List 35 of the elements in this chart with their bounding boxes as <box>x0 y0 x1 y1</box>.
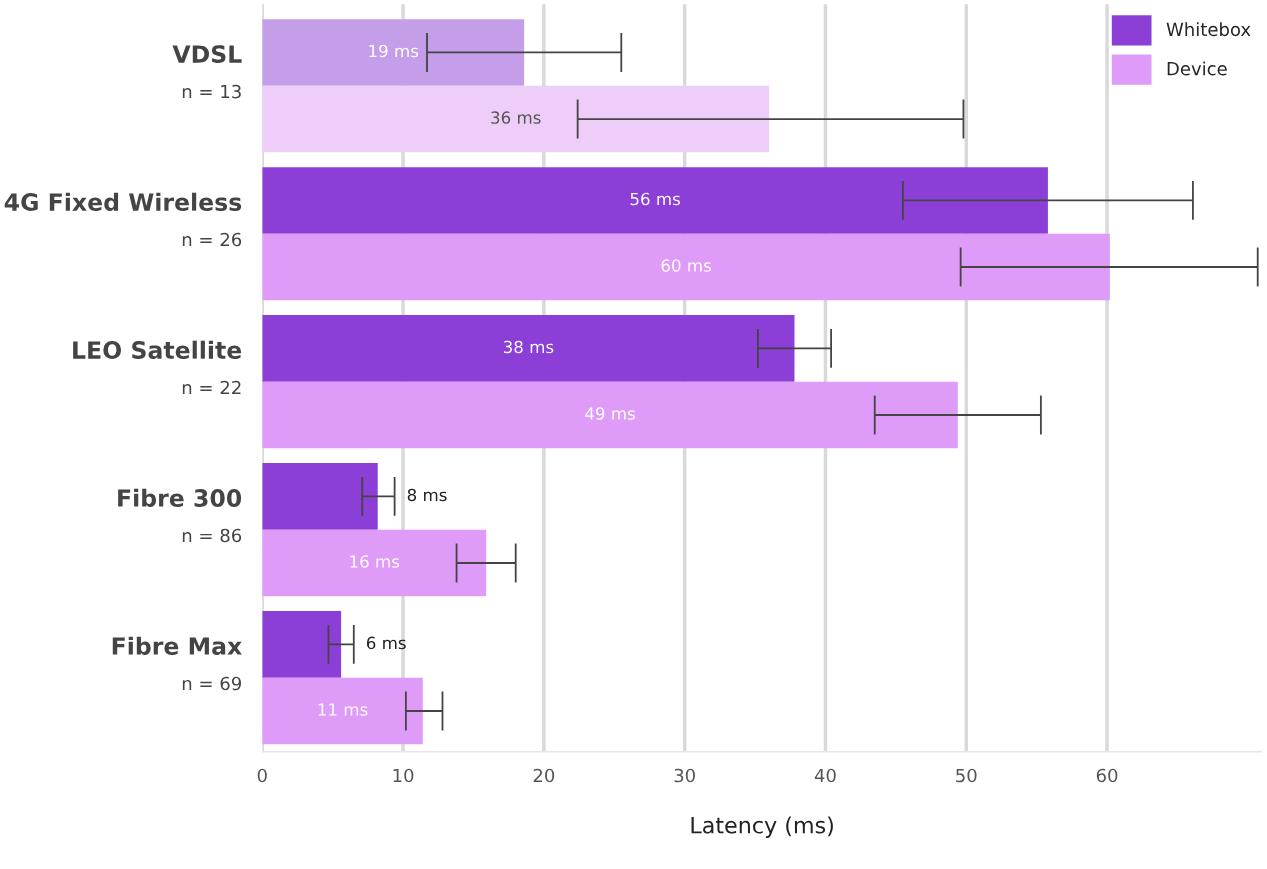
x-tick-label: 40 <box>814 768 836 783</box>
data-label: 36 ms <box>491 111 541 124</box>
data-label: 16 ms <box>350 555 400 568</box>
x-tick-label: 30 <box>674 768 695 783</box>
data-label: 56 ms <box>630 192 680 206</box>
y-tick-label: Fibre 300 n = 86 <box>118 488 242 543</box>
legend-label: Device <box>1167 61 1227 76</box>
data-label: 11 ms <box>318 703 368 716</box>
x-tick-label: 0 <box>257 768 267 783</box>
y-tick-label: Fibre Max n = 69 <box>112 636 242 691</box>
x-tick-label: 60 <box>1096 768 1118 783</box>
x-tick-label: 10 <box>393 768 414 783</box>
data-label: 8 ms <box>407 488 447 502</box>
x-tick-label: 50 <box>956 768 977 783</box>
data-label: 6 ms <box>366 636 406 650</box>
x-tick-label: 20 <box>533 768 555 783</box>
bar <box>262 315 795 382</box>
bar <box>262 19 525 86</box>
data-label: 19 ms <box>369 44 419 58</box>
bar <box>262 677 423 745</box>
data-label: 60 ms <box>661 259 711 272</box>
bar <box>262 167 1048 234</box>
bar <box>262 463 378 530</box>
bar <box>262 233 1110 301</box>
bar <box>262 611 342 678</box>
bar <box>262 85 770 153</box>
y-tick-label: LEO Satellite n = 22 <box>73 340 242 395</box>
y-tick-label: 4G Fixed Wireless n = 26 <box>4 192 242 247</box>
y-tick-label: VDSL n = 13 <box>172 45 242 99</box>
legend-label: Whitebox <box>1166 22 1251 37</box>
bar <box>262 529 487 597</box>
data-label: 49 ms <box>585 407 635 420</box>
x-axis-title: Latency (ms) <box>691 816 833 838</box>
bar <box>262 381 958 449</box>
data-label: 38 ms <box>503 340 554 354</box>
